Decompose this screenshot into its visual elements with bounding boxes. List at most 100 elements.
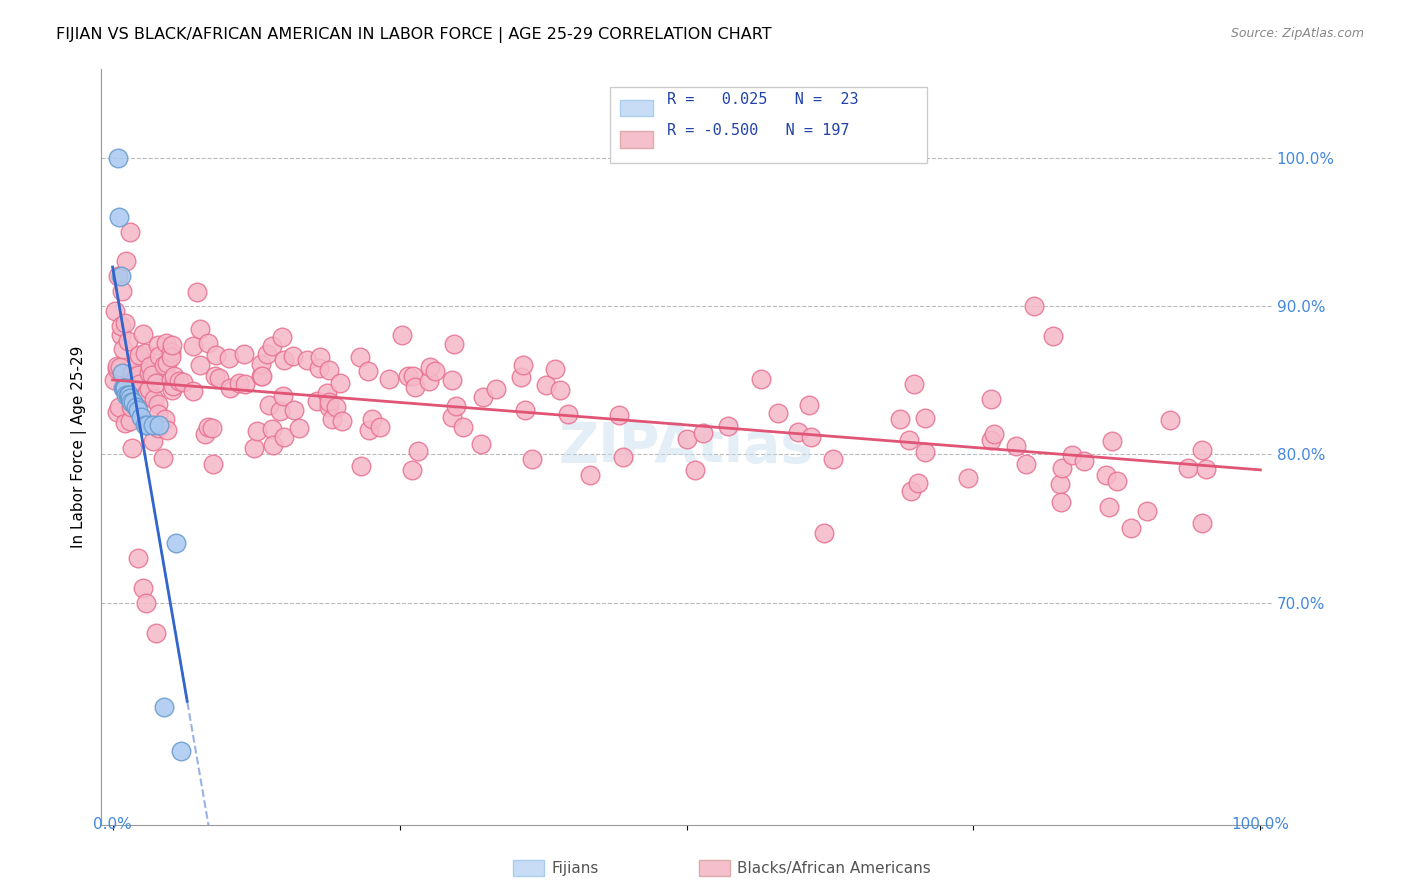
Point <box>444 400 467 414</box>
Point <box>160 373 183 387</box>
Point <box>124 400 146 414</box>
Point <box>127 397 149 411</box>
Point <box>114 316 136 330</box>
Point <box>1159 413 1181 427</box>
Point <box>318 363 340 377</box>
Point <box>105 361 128 376</box>
Point <box>120 395 142 409</box>
Point <box>163 368 186 383</box>
Point <box>956 471 979 485</box>
Point <box>441 410 464 425</box>
Point <box>717 419 740 434</box>
Point <box>368 420 391 434</box>
Point <box>1098 500 1121 514</box>
Point <box>114 417 136 431</box>
Point <box>800 430 823 444</box>
Point <box>1191 516 1213 531</box>
Point <box>121 441 143 455</box>
Point <box>281 350 304 364</box>
Point <box>120 225 142 239</box>
Point <box>204 368 226 383</box>
Point <box>250 357 273 371</box>
Point <box>112 382 135 396</box>
Point <box>451 420 474 434</box>
Point <box>402 368 425 383</box>
Point <box>391 328 413 343</box>
Point <box>117 388 139 402</box>
Point <box>361 412 384 426</box>
Point <box>321 412 343 426</box>
Point <box>357 364 380 378</box>
Point <box>271 389 294 403</box>
Text: R =   0.025   N =  23: R = 0.025 N = 23 <box>666 92 858 107</box>
Point <box>143 392 166 407</box>
Point <box>138 366 160 380</box>
Point <box>544 362 567 376</box>
Point <box>797 398 820 412</box>
Point <box>170 744 193 758</box>
FancyBboxPatch shape <box>620 131 652 148</box>
Point <box>134 417 156 432</box>
Point <box>786 425 808 439</box>
Point <box>903 377 925 392</box>
Point <box>148 417 170 432</box>
Point <box>148 349 170 363</box>
Point <box>129 410 152 425</box>
Text: 0.0%: 0.0% <box>93 816 132 831</box>
Text: R = -0.500   N = 197: R = -0.500 N = 197 <box>666 123 849 138</box>
Point <box>110 269 132 284</box>
Point <box>186 285 208 300</box>
Point <box>118 391 141 405</box>
Point <box>550 383 572 397</box>
Point <box>1022 299 1045 313</box>
Point <box>233 377 256 392</box>
Point <box>122 375 145 389</box>
Point <box>418 374 440 388</box>
Point <box>110 319 132 334</box>
Point <box>141 368 163 383</box>
Point <box>134 390 156 404</box>
Point <box>329 376 352 390</box>
Point <box>766 406 789 420</box>
Point <box>107 151 129 165</box>
Point <box>1005 439 1028 453</box>
Point <box>980 433 1002 447</box>
Point <box>103 373 125 387</box>
Point <box>115 388 138 402</box>
Point <box>273 353 295 368</box>
Point <box>142 434 165 448</box>
Point <box>132 581 155 595</box>
Point <box>509 370 531 384</box>
Point <box>120 400 142 414</box>
Point <box>307 394 329 409</box>
Point <box>1073 454 1095 468</box>
Point <box>1195 462 1218 476</box>
Point <box>983 426 1005 441</box>
Point <box>155 336 177 351</box>
Point <box>110 360 132 375</box>
Point <box>152 451 174 466</box>
Point <box>145 376 167 391</box>
Point <box>160 351 183 365</box>
Point <box>350 458 373 473</box>
Point <box>111 366 134 380</box>
Point <box>980 392 1002 406</box>
Point <box>676 432 699 446</box>
Point <box>194 427 217 442</box>
Point <box>105 359 128 373</box>
Point <box>112 381 135 395</box>
Point <box>124 379 146 393</box>
Point <box>134 346 156 360</box>
Point <box>308 361 330 376</box>
Point <box>111 342 134 356</box>
Point <box>167 374 190 388</box>
Point <box>250 368 273 383</box>
Point <box>536 378 558 392</box>
Point <box>1050 495 1073 509</box>
Point <box>907 475 929 490</box>
FancyBboxPatch shape <box>620 100 652 116</box>
Point <box>443 336 465 351</box>
Point <box>471 390 494 404</box>
Point <box>111 381 134 395</box>
Point <box>165 536 187 550</box>
